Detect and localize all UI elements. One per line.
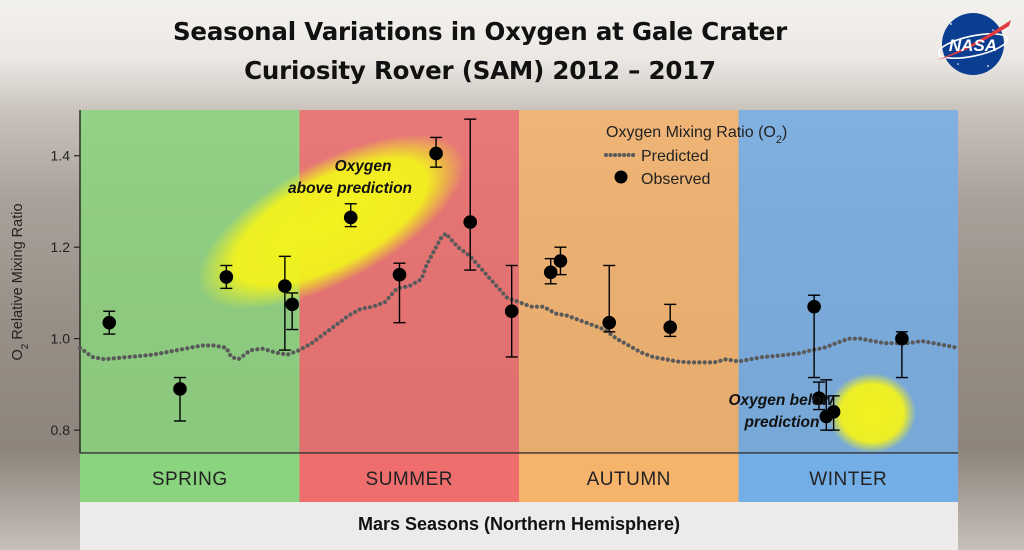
observed-point [463,118,478,271]
observed-marker [429,146,443,161]
observed-marker [285,297,299,312]
y-tick-label: 1.4 [51,148,71,164]
observed-marker [278,279,292,293]
observed-point [173,376,187,422]
x-axis-title: Mars Seasons (Northern Hemisphere) [358,514,680,534]
observed-point [219,264,234,290]
observed-point [602,264,617,333]
logo-text: NASA [949,36,997,55]
observed-marker [812,391,826,405]
y-axis-label-sub: 2 [20,343,31,349]
season-bg-autumn [519,110,739,453]
y-tick-label: 1.2 [51,239,71,255]
observed-point [429,136,443,168]
observed-marker [895,331,909,346]
predicted-series [77,231,961,365]
legend-title-sub: 2 [776,134,782,146]
nasa-logo: NASA [937,13,1011,75]
observed-marker [826,405,841,419]
observed-point [392,262,407,324]
observed-marker [553,254,568,268]
x-axis-title-bar: Mars Seasons (Northern Hemisphere) [80,502,958,550]
x-axis-title-bg [80,502,958,550]
season-bar: SPRING SUMMER AUTUMN WINTER [80,452,958,502]
page-title: Seasonal Variations in Oxygen at Gale Cr… [0,12,960,90]
legend-observed-label: Observed [641,171,710,188]
y-axis-label: O2 Relative Mixing Ratio [10,203,31,360]
observed-series [102,118,909,431]
season-bar-summer [299,453,519,502]
legend-title: Oxygen Mixing Ratio (O2) [606,124,787,146]
observed-point [895,331,909,379]
season-label-autumn: AUTUMN [587,469,671,490]
title-line-2: Curiosity Rover (SAM) 2012 – 2017 [244,56,716,85]
season-label-spring: SPRING [152,469,228,490]
observed-point [285,292,299,331]
season-bar-autumn [519,453,739,502]
highlight-below-prediction [828,373,916,453]
observed-marker [543,265,558,280]
highlight-above-prediction [197,134,465,310]
observed-marker [173,382,187,396]
season-backgrounds [80,110,958,453]
season-bar-winter [738,453,958,502]
observed-marker [602,315,617,330]
observed-marker [807,299,821,314]
annotation-below: Oxygen below prediction [728,392,834,431]
observed-marker [219,270,234,284]
title-line-1: Seasonal Variations in Oxygen at Gale Cr… [172,17,788,46]
annotation-below-line-2: prediction [744,414,820,431]
y-axis-label-rest: Relative Mixing Ratio [10,203,26,343]
season-bar-spring [80,453,300,502]
observed-marker [392,267,407,282]
season-label-winter: WINTER [809,469,887,490]
annotation-below-line-1: Oxygen below [728,392,834,409]
y-axis-label-o: O [10,349,26,360]
legend-title-main: Oxygen Mixing Ratio (O [606,124,776,141]
legend: Oxygen Mixing Ratio (O2) Predicted Obser… [604,124,787,188]
observed-point [807,294,821,379]
observed-point [102,310,117,335]
observed-marker [102,315,117,330]
predicted-line-path [77,231,961,365]
observed-marker [343,210,358,225]
annotation-above-line-2: above prediction [288,180,412,197]
observed-point [826,395,841,431]
legend-observed-swatch [614,170,628,184]
y-tick-label: 0.8 [51,422,71,438]
observed-point [553,246,568,276]
observed-point [812,381,826,411]
legend-title-end: ) [782,124,787,141]
observed-point [278,255,292,351]
annotation-above-line-1: Oxygen [335,158,392,175]
observed-marker [463,215,478,229]
observed-point [504,264,519,358]
legend-predicted-label: Predicted [641,148,709,165]
observed-point [343,203,358,228]
y-tick-label: 1.0 [51,331,71,347]
observed-marker [504,304,519,319]
observed-point [663,303,678,338]
season-label-summer: SUMMER [366,469,453,490]
observed-marker [663,320,678,335]
annotation-above: Oxygen above prediction [288,158,412,197]
